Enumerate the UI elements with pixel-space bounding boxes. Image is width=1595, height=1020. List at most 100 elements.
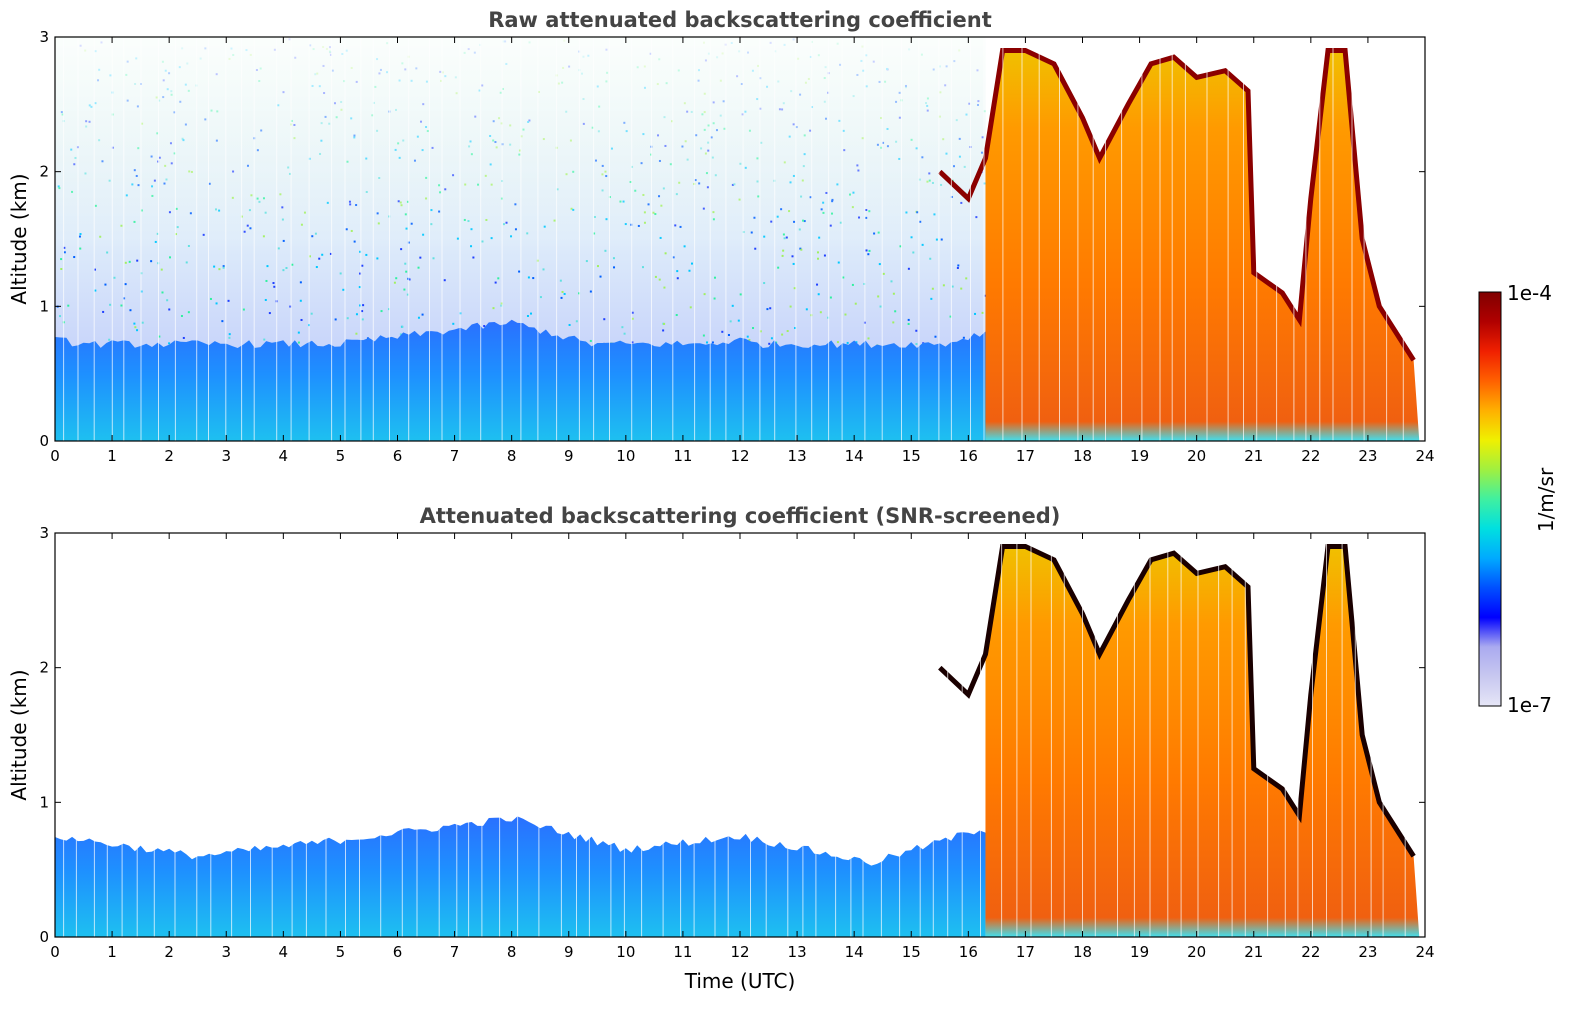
speckle-point <box>641 266 644 269</box>
speckle-point <box>532 277 535 280</box>
speckle-point <box>781 254 784 257</box>
x-tick-label: 8 <box>507 943 517 961</box>
speckle-point <box>759 330 762 333</box>
speckle-point <box>500 304 503 307</box>
speckle-point <box>793 287 796 290</box>
x-tick-label: 15 <box>902 447 921 465</box>
speckle-point <box>264 298 267 301</box>
speckle-point <box>770 337 773 340</box>
data-gaps <box>63 37 1404 441</box>
speckle-point <box>494 281 497 284</box>
x-tick-label: 24 <box>1415 943 1434 961</box>
x-tick-label: 17 <box>1016 447 1035 465</box>
y-tick-label: 3 <box>39 524 49 542</box>
speckle-point <box>819 311 822 314</box>
speckle-point <box>907 267 910 270</box>
speckle-point <box>823 254 826 257</box>
speckle-point <box>120 304 123 307</box>
speckle-point <box>102 310 105 313</box>
speckle-point <box>746 335 749 338</box>
colorbar-gradient <box>1478 291 1502 707</box>
speckle-point <box>621 326 624 329</box>
speckle-point <box>585 260 588 263</box>
speckle-point <box>603 318 606 321</box>
speckle-point <box>844 313 847 316</box>
speckle-point <box>380 310 383 313</box>
speckle-point <box>817 257 820 260</box>
speckle-point <box>289 305 292 308</box>
speckle-point <box>542 268 545 271</box>
speckle-point <box>739 293 742 296</box>
speckle-point <box>285 267 288 270</box>
speckle-point <box>672 256 675 259</box>
speckle-point <box>401 325 404 328</box>
speckle-point <box>406 293 409 296</box>
data-gaps <box>63 533 1406 937</box>
speckle-point <box>228 333 231 336</box>
chart2-title: Attenuated backscattering coefficient (S… <box>420 504 1061 528</box>
speckle-point <box>631 317 634 320</box>
speckle-point <box>612 257 615 260</box>
speckle-point <box>299 299 302 302</box>
speckle-point <box>792 262 795 265</box>
chart2-xlabel: Time (UTC) <box>684 969 796 993</box>
speckle-point <box>299 281 302 284</box>
speckle-point <box>472 256 475 259</box>
speckle-point <box>405 270 408 273</box>
speckle-point <box>395 277 398 280</box>
speckle-point <box>318 257 321 260</box>
speckle-point <box>855 341 858 344</box>
speckle-point <box>930 297 933 300</box>
chart2-ylabel: Altitude (km) <box>7 669 31 800</box>
speckle-point <box>399 333 402 336</box>
speckle-point <box>663 286 666 289</box>
speckle-point <box>878 263 881 266</box>
boundary-layer <box>55 816 986 937</box>
speckle-point <box>108 338 111 341</box>
speckle-point <box>492 307 495 310</box>
speckle-point <box>136 259 139 262</box>
speckle-point <box>929 257 932 260</box>
speckle-point <box>877 295 880 298</box>
speckle-point <box>711 341 714 344</box>
chart1-heatmap <box>55 37 1425 441</box>
x-tick-label: 10 <box>616 447 635 465</box>
speckle-point <box>483 325 486 328</box>
speckle-point <box>282 269 285 272</box>
speckle-point <box>599 275 602 278</box>
speckle-point <box>182 336 185 339</box>
speckle-point <box>931 287 934 290</box>
speckle-point <box>329 252 332 255</box>
x-tick-label: 12 <box>730 447 749 465</box>
speckle-point <box>266 265 269 268</box>
speckle-point <box>729 320 732 323</box>
speckle-point <box>93 268 96 271</box>
speckle-point <box>408 278 411 281</box>
x-tick-label: 22 <box>1301 447 1320 465</box>
speckle-point <box>361 310 364 313</box>
speckle-point <box>104 283 107 286</box>
speckle-point <box>161 291 164 294</box>
speckle-point <box>676 277 679 280</box>
speckle-point <box>589 339 592 342</box>
x-tick-label: 15 <box>902 943 921 961</box>
speckle-point <box>209 297 212 300</box>
speckle-point <box>140 290 143 293</box>
speckle-point <box>689 306 692 309</box>
speckle-point <box>561 290 564 293</box>
speckle-point <box>596 265 599 268</box>
x-tick-label: 20 <box>1187 447 1206 465</box>
speckle-point <box>915 343 918 346</box>
speckle-point <box>703 293 706 296</box>
x-tick-label: 3 <box>221 447 231 465</box>
speckle-point <box>134 326 137 329</box>
speckle-point <box>169 256 172 259</box>
speckle-point <box>892 292 895 295</box>
speckle-point <box>781 333 784 336</box>
speckle-point <box>185 261 188 264</box>
speckle-point <box>748 338 751 341</box>
x-tick-label: 2 <box>164 447 174 465</box>
speckle-point <box>355 313 358 316</box>
speckle-point <box>974 312 977 315</box>
colorbar-min-label: 1e-7 <box>1507 693 1552 717</box>
